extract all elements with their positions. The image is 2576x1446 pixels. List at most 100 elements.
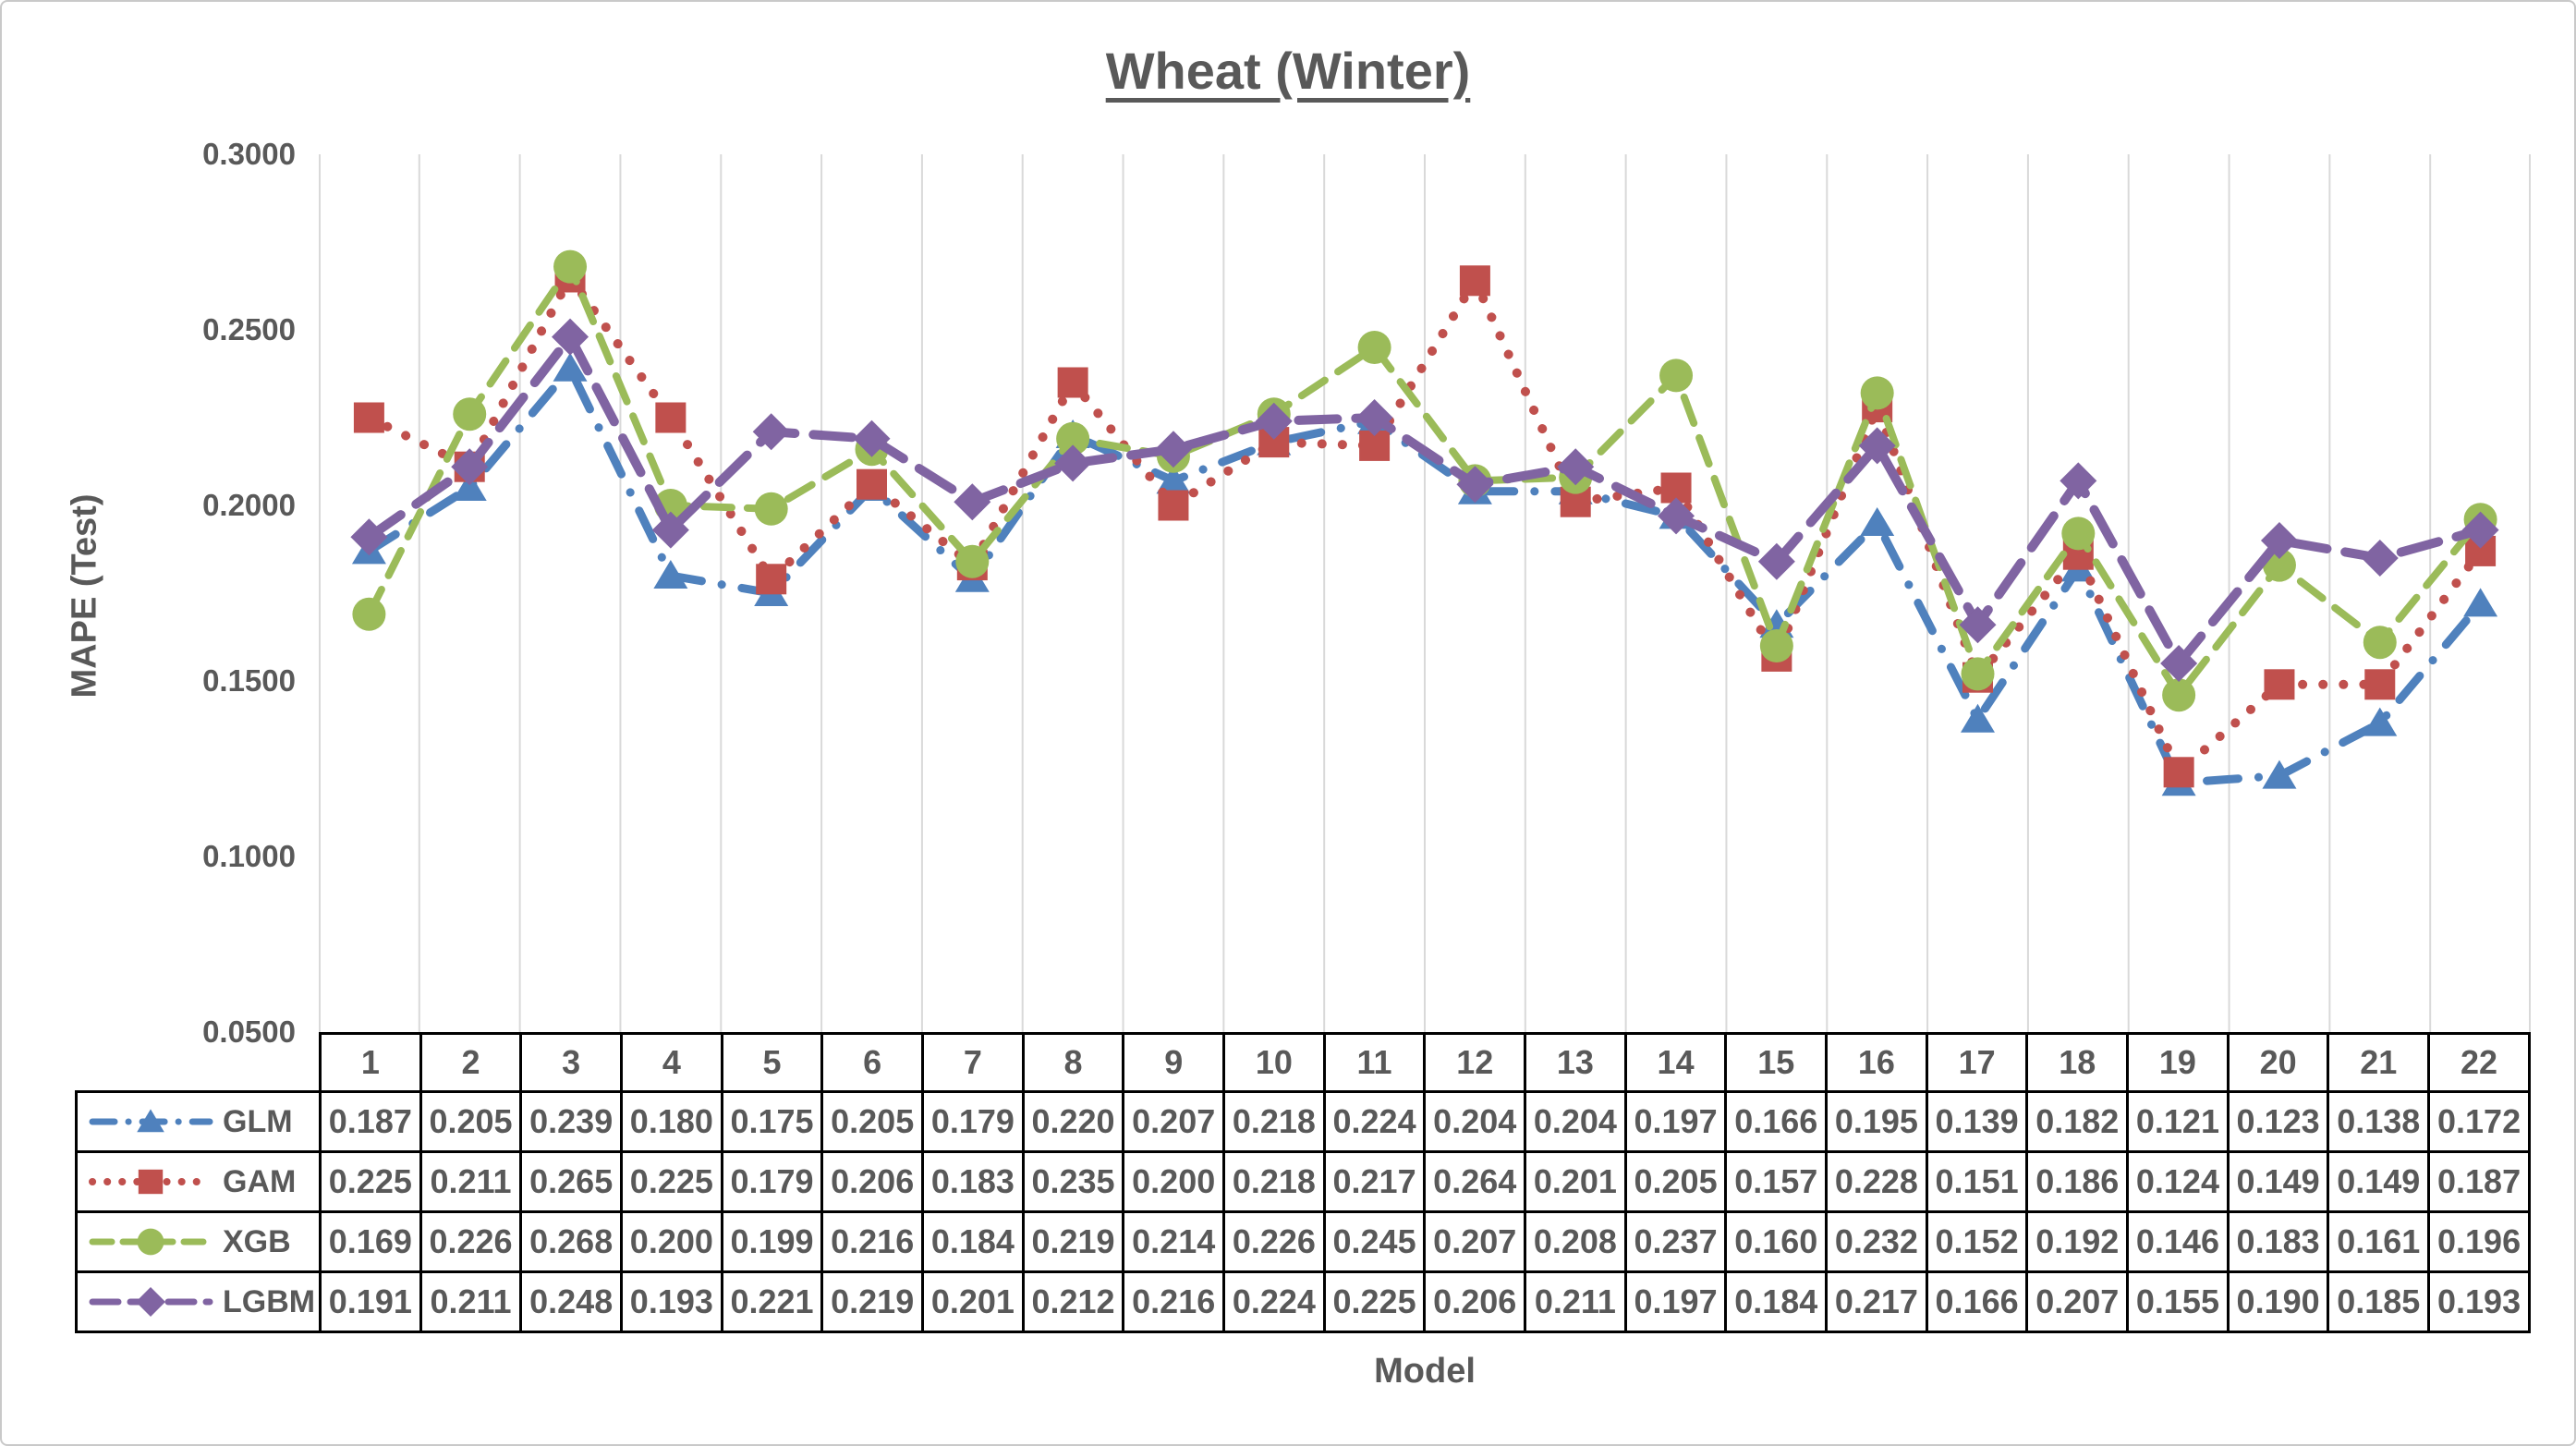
- value-cell: 0.248: [519, 1270, 624, 1333]
- marker-XGB: [2363, 626, 2397, 660]
- value-cell: 0.225: [620, 1150, 723, 1213]
- marker-GAM: [857, 468, 887, 500]
- value-cell: 0.205: [419, 1090, 523, 1153]
- value-cell: 0.187: [319, 1090, 422, 1153]
- value-cell: 0.225: [1322, 1270, 1427, 1333]
- table-row-XGB: XGB 0.169 0.226 0.268 0.200 0.199 0.216 0.184 0.…: [75, 1210, 2531, 1273]
- series-line-LGBM: [364, 332, 2485, 668]
- model-column-header: 21: [2327, 1032, 2431, 1093]
- value-cell: 0.175: [720, 1090, 824, 1153]
- value-cell: 0.195: [1825, 1090, 1928, 1153]
- legend-sample-GLM: [89, 1109, 213, 1133]
- value-cell: 0.204: [1423, 1090, 1527, 1153]
- marker-LGBM: [2160, 645, 2198, 682]
- marker-XGB: [1759, 629, 1793, 662]
- value-cell: 0.183: [2226, 1210, 2330, 1273]
- value-cell: 0.268: [519, 1210, 624, 1273]
- marker-GAM: [1057, 367, 1088, 398]
- value-cell: 0.201: [921, 1270, 1025, 1333]
- table-row-LGBM: LGBM 0.191 0.211 0.248 0.193 0.221 0.219 0.201 0…: [75, 1270, 2531, 1333]
- value-cell: 0.196: [2427, 1210, 2531, 1273]
- model-column-header: 3: [519, 1032, 624, 1093]
- value-cell: 0.200: [1122, 1150, 1226, 1213]
- value-cell: 0.218: [1222, 1150, 1326, 1213]
- marker-GAM: [2264, 669, 2295, 700]
- value-cell: 0.166: [1925, 1270, 2029, 1333]
- marker-LGBM: [1054, 444, 1092, 482]
- model-column-header: 6: [820, 1032, 925, 1093]
- marker-XGB: [1860, 376, 1894, 410]
- value-cell: 0.239: [519, 1090, 624, 1153]
- marker-LGBM: [2060, 462, 2097, 500]
- marker-GAM: [756, 564, 787, 595]
- marker-GAM: [353, 402, 384, 433]
- marker-XGB: [955, 544, 990, 578]
- model-column-header: 13: [1524, 1032, 1627, 1093]
- value-cell: 0.211: [419, 1270, 523, 1333]
- marker-GAM: [1459, 265, 1490, 297]
- marker-LGBM: [1959, 606, 1997, 644]
- marker-LGBM: [1658, 497, 1695, 535]
- value-cell: 0.214: [1122, 1210, 1226, 1273]
- model-column-header: 22: [2427, 1032, 2531, 1093]
- y-tick-label: 0.0500: [202, 1015, 296, 1049]
- marker-GLM: [452, 472, 487, 501]
- value-cell: 0.186: [2025, 1150, 2130, 1213]
- marker-GAM: [2163, 757, 2194, 788]
- marker-LGBM: [2361, 540, 2399, 577]
- legend-label: LGBM: [223, 1283, 316, 1319]
- model-column-header: 15: [1724, 1032, 1829, 1093]
- series-line-XGB: [365, 262, 2485, 699]
- marker-GLM: [553, 352, 588, 382]
- marker-GAM: [655, 402, 687, 433]
- marker-LGBM: [853, 419, 891, 457]
- model-column-header: 16: [1825, 1032, 1928, 1093]
- model-column-header: 11: [1322, 1032, 1427, 1093]
- series-line-GAM: [364, 273, 2485, 777]
- marker-XGB: [1357, 331, 1391, 364]
- legend-GAM: GAM: [75, 1150, 322, 1213]
- value-cell: 0.183: [921, 1150, 1025, 1213]
- legend-sample-XGB: [89, 1228, 213, 1256]
- marker-GLM: [2463, 588, 2498, 617]
- marker-LGBM: [1154, 431, 1192, 468]
- model-column-header: 4: [620, 1032, 723, 1093]
- value-cell: 0.185: [2327, 1270, 2431, 1333]
- marker-XGB: [1659, 358, 1694, 393]
- y-tick-label: 0.2500: [202, 312, 296, 346]
- table-row-GLM: GLM 0.187 0.205 0.239 0.180 0.175 0.205 0.179 0.…: [75, 1090, 2531, 1153]
- series-XGB: [352, 249, 2497, 712]
- table-row-GAM: GAM 0.225 0.211 0.265 0.225 0.179 0.206 0.183 0.…: [75, 1150, 2531, 1213]
- gridlines: [319, 154, 2531, 1032]
- value-cell: 0.206: [1423, 1270, 1527, 1333]
- value-cell: 0.217: [1322, 1150, 1427, 1213]
- value-cell: 0.146: [2126, 1210, 2230, 1273]
- marker-LGBM: [552, 318, 589, 356]
- value-cell: 0.160: [1724, 1210, 1829, 1273]
- value-cell: 0.218: [1222, 1090, 1326, 1153]
- y-tick-label: 0.1500: [202, 663, 296, 698]
- value-cell: 0.264: [1423, 1150, 1527, 1213]
- value-cell: 0.224: [1322, 1090, 1427, 1153]
- value-cell: 0.205: [820, 1090, 925, 1153]
- value-cell: 0.179: [921, 1090, 1025, 1153]
- value-cell: 0.197: [1623, 1270, 1728, 1333]
- table-header-row: 1 2 3 4 5 6 7 8 9 10 11 12 13 14 15 16 17 18 19 20 21 22: [77, 1032, 2531, 1093]
- value-cell: 0.191: [319, 1270, 422, 1333]
- legend-sample-LGBM: [89, 1287, 213, 1317]
- value-cell: 0.205: [1623, 1150, 1728, 1213]
- value-cell: 0.166: [1724, 1090, 1829, 1153]
- model-column-header: 5: [720, 1032, 824, 1093]
- value-cell: 0.201: [1524, 1150, 1627, 1213]
- model-column-header: 20: [2226, 1032, 2330, 1093]
- value-cell: 0.152: [1925, 1210, 2029, 1273]
- x-axis-title: Model: [1374, 1352, 1476, 1391]
- value-cell: 0.123: [2226, 1090, 2330, 1153]
- marker-GLM: [653, 560, 688, 589]
- value-cell: 0.172: [2427, 1090, 2531, 1153]
- value-cell: 0.138: [2327, 1090, 2431, 1153]
- y-axis-tick-labels: 0.3000 0.2500 0.2000 0.1500 0.1000 0.0500: [2, 2, 296, 1444]
- value-cell: 0.151: [1925, 1150, 2029, 1213]
- value-cell: 0.208: [1524, 1210, 1627, 1273]
